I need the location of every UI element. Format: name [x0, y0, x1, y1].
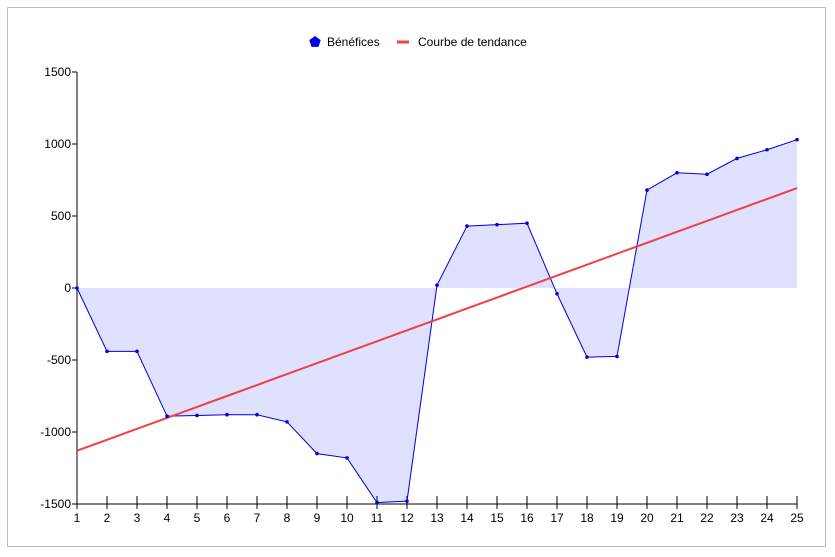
x-tick-label: 8 — [284, 511, 291, 525]
x-tick-label: 5 — [194, 511, 201, 525]
data-point — [375, 500, 379, 505]
x-tick-label: 24 — [760, 511, 774, 525]
data-point — [345, 456, 349, 460]
data-point — [405, 499, 409, 503]
data-point — [555, 291, 559, 296]
y-tick-label: 500 — [51, 209, 71, 223]
x-tick-label: 6 — [224, 511, 231, 525]
y-tick-label: 0 — [64, 281, 71, 295]
data-point — [765, 147, 769, 152]
area-fill — [77, 139, 797, 503]
x-tick-label: 18 — [580, 511, 594, 525]
x-tick-label: 11 — [371, 511, 384, 525]
data-point — [135, 349, 139, 354]
x-tick-label: 2 — [104, 511, 111, 525]
data-point — [795, 137, 799, 142]
legend-label-trend: Courbe de tendance — [418, 35, 527, 49]
x-tick-label: 19 — [610, 511, 624, 525]
x-tick-label: 1 — [74, 511, 81, 525]
data-point — [525, 221, 529, 225]
x-tick-label: 7 — [254, 511, 261, 525]
data-point — [285, 420, 289, 424]
legend-label-benefices: Bénéfices — [327, 35, 380, 49]
x-tick-label: 16 — [520, 511, 534, 525]
data-point — [675, 171, 679, 175]
data-point — [225, 412, 229, 417]
y-tick-label: 1500 — [44, 65, 71, 79]
data-point — [105, 349, 109, 354]
x-tick-label: 25 — [790, 511, 804, 525]
data-point — [165, 414, 169, 418]
x-tick-label: 14 — [460, 511, 474, 525]
x-tick-label: 15 — [490, 511, 504, 525]
data-point — [735, 156, 739, 161]
y-tick-label: -1000 — [40, 425, 71, 439]
data-point — [195, 413, 199, 418]
x-tick-label: 13 — [430, 511, 444, 525]
x-tick-label: 17 — [550, 511, 564, 525]
x-tick-label: 9 — [314, 511, 321, 525]
data-point — [615, 354, 619, 359]
y-tick-label: 1000 — [44, 137, 71, 151]
x-tick-label: 20 — [640, 511, 654, 525]
y-tick-label: -1500 — [40, 497, 71, 511]
data-point — [255, 412, 259, 417]
data-point — [645, 188, 649, 192]
data-point — [435, 283, 439, 287]
x-tick-label: 21 — [670, 511, 684, 525]
legend-marker-pentagon-icon — [309, 36, 321, 47]
x-tick-label: 12 — [400, 511, 414, 525]
data-point — [705, 172, 709, 177]
x-tick-label: 4 — [164, 511, 171, 525]
x-tick-label: 3 — [134, 511, 141, 525]
x-tick-label: 10 — [340, 511, 354, 525]
data-point — [495, 222, 499, 227]
series-line-trend — [76, 187, 798, 452]
data-point — [315, 451, 319, 456]
x-tick-label: 22 — [700, 511, 714, 525]
y-tick-label: -500 — [47, 353, 71, 367]
legend: Bénéfices Courbe de tendance — [309, 35, 527, 49]
data-point — [465, 224, 469, 228]
data-point — [75, 286, 79, 290]
x-tick-label: 23 — [730, 511, 744, 525]
data-point — [585, 355, 589, 359]
